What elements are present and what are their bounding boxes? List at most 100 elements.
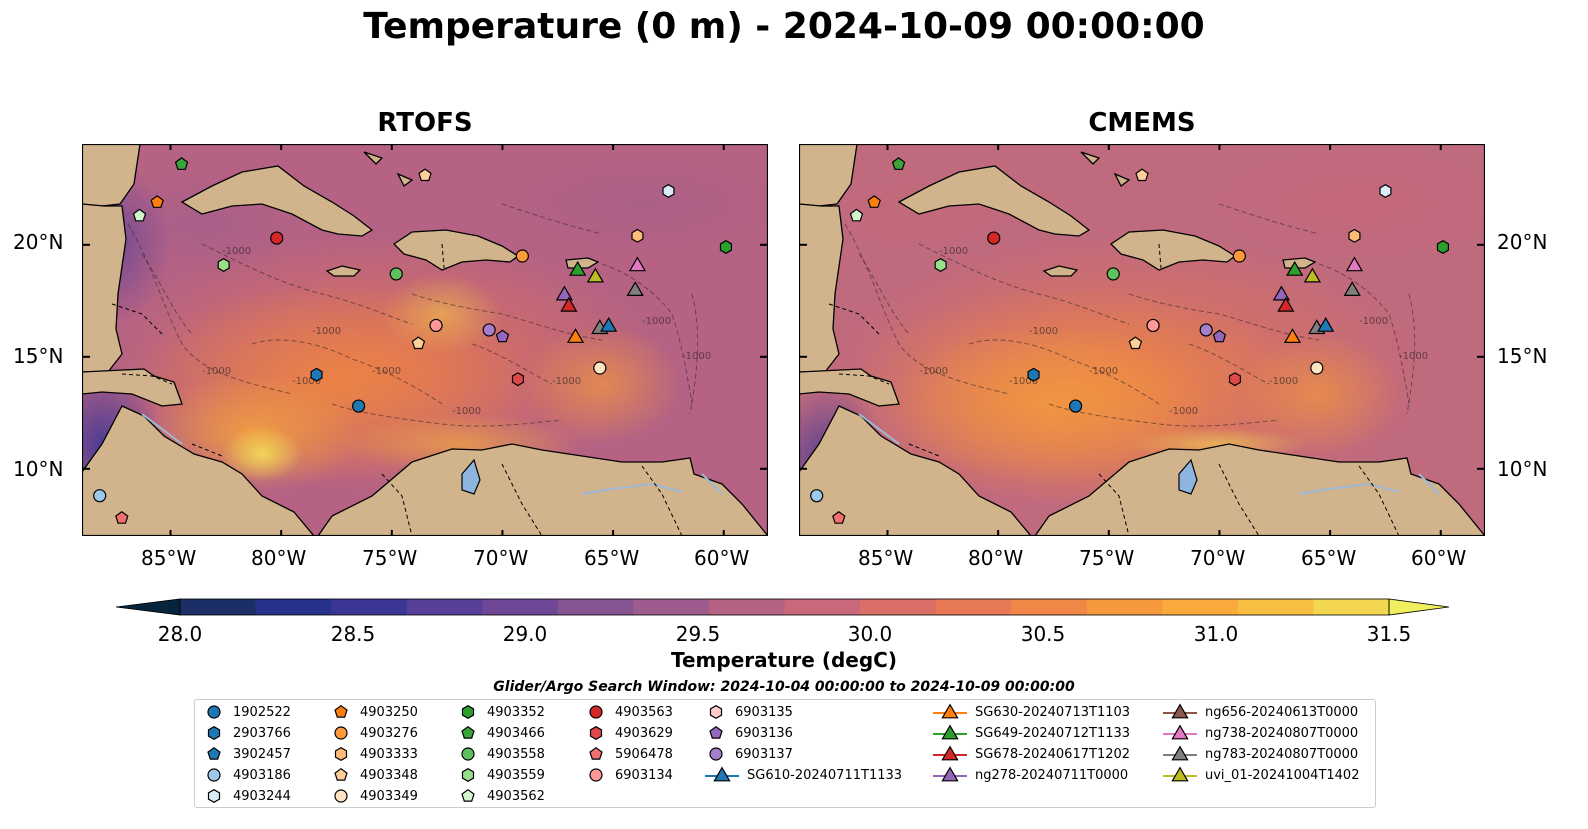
marker-4903352 — [1436, 240, 1450, 254]
land-mass — [392, 229, 520, 271]
legend-marker-triangle — [933, 724, 967, 740]
legend-item: 6903135 — [705, 702, 793, 722]
marker-1902522 — [352, 399, 366, 413]
legend-label: 4903562 — [487, 788, 545, 804]
legend-label: SG610-20240711T1133 — [747, 767, 903, 783]
legend-marker — [941, 745, 959, 761]
lon-tick-label: 85°W — [858, 546, 914, 570]
marker-4903348 — [418, 168, 432, 182]
marker-4903352 — [719, 240, 733, 254]
legend-item: 4903352 — [457, 702, 545, 722]
contour-label: -1000 — [682, 351, 711, 362]
colorbar-tick-label: 28.5 — [330, 622, 376, 646]
legend-marker-hexagon — [589, 726, 603, 740]
legend-item: SG630-20240713T1103 — [933, 702, 1130, 722]
legend-label: 4903352 — [487, 704, 545, 720]
marker-5906478 — [115, 511, 129, 524]
legend-item: 4903562 — [457, 786, 545, 806]
legend-marker-triangle — [1163, 766, 1197, 782]
bathymetry-contour — [968, 339, 1160, 405]
colorbar-segment — [331, 599, 408, 615]
legend-item: SG678-20240617T1202 — [933, 744, 1130, 764]
legend-label: 4903558 — [487, 746, 545, 762]
lat-tick-label: 10°N — [13, 457, 64, 481]
legend-item: ng278-20240711T0000 — [933, 765, 1128, 785]
bathymetry-contour — [1188, 343, 1270, 385]
legend-item: 6903136 — [705, 723, 793, 743]
temperature-field — [1239, 334, 1399, 454]
figure-title: Temperature (0 m) - 2024-10-09 00:00:00 — [363, 6, 1205, 47]
legend-label: 4903466 — [487, 725, 545, 741]
marker-6903134 — [429, 318, 443, 333]
country-border — [1098, 473, 1130, 537]
bathymetry-contour — [1218, 203, 1320, 235]
lat-tick-label: 20°N — [1497, 230, 1548, 254]
marker-4903562 — [132, 208, 147, 222]
land-mass — [1109, 229, 1237, 271]
legend-item: 4903333 — [330, 744, 418, 764]
legend-label: ng278-20240711T0000 — [975, 767, 1129, 783]
bathymetry-contour — [141, 253, 193, 335]
legend-label: 4903186 — [233, 767, 291, 783]
colorbar-segment — [406, 599, 483, 615]
bathymetry-contour — [331, 403, 563, 427]
legend-label: 4903559 — [487, 767, 545, 783]
legend-marker — [461, 725, 475, 739]
river — [1298, 482, 1400, 495]
colorbar-segment — [255, 599, 332, 615]
land-mass — [81, 203, 127, 373]
marker-uvi_01-20241004T1402 — [586, 267, 605, 283]
marker-4903558 — [1106, 267, 1120, 281]
legend-label: 6903137 — [735, 746, 793, 762]
legend-marker-triangle — [933, 745, 967, 761]
legend-marker — [1171, 724, 1189, 740]
country-border — [1358, 465, 1400, 537]
marker-4903629 — [511, 372, 524, 387]
country-border — [641, 465, 683, 537]
legend-item: uvi_01-20241004T1402 — [1163, 765, 1359, 785]
map-cmems-svg: -1000 -1000 -1000 -1000 -1000 -1000 -1000 -1000… — [749, 143, 1519, 564]
contour-label: -1000 — [642, 316, 671, 327]
land-mass — [363, 151, 384, 165]
contour-label: -1000 — [1089, 366, 1118, 377]
legend-label: SG649-20240712T1133 — [975, 725, 1131, 741]
map-rtofs-svg: -1000 -1000 -1000 -1000 -1000 -1000 -1000 -1000… — [32, 143, 782, 564]
bathymetry-contour — [471, 343, 553, 385]
marker-4903466 — [174, 157, 189, 170]
bathymetry-contour — [411, 293, 603, 341]
marker-4903466 — [891, 157, 906, 170]
marker-4903562 — [849, 208, 864, 222]
marker-4903563 — [270, 231, 284, 245]
land-mass — [1113, 172, 1131, 187]
colorbar-tick-label: 30.5 — [1020, 622, 1066, 646]
contour-label: -1000 — [372, 366, 401, 377]
legend-marker — [589, 768, 603, 782]
legend-marker — [207, 789, 221, 803]
legend-marker-pentagon — [461, 788, 475, 802]
marker-4903558 — [389, 267, 403, 281]
marker-SG678-20240617T1202 — [560, 296, 578, 312]
colorbar-extend-high — [1388, 598, 1450, 616]
legend-marker-circle — [589, 768, 603, 782]
land-mass — [1033, 443, 1487, 537]
contour-label: -1000 — [1269, 376, 1298, 387]
legend-item: 4903250 — [330, 702, 418, 722]
temperature-field — [502, 154, 782, 254]
marker-2903766 — [1027, 367, 1040, 382]
legend-marker-triangle — [705, 766, 739, 782]
legend-item: 1902522 — [203, 702, 291, 722]
land-mass — [316, 443, 770, 537]
legend-item: 4903629 — [585, 723, 673, 743]
legend-item: 5906478 — [585, 744, 673, 764]
legend-item: ng656-20240613T0000 — [1163, 702, 1358, 722]
lon-tick-label: 80°W — [251, 546, 307, 570]
legend-label: 4903348 — [360, 767, 418, 783]
country-border — [121, 373, 173, 385]
marker-6903137 — [482, 323, 496, 337]
land-mass — [1282, 257, 1317, 269]
marker-4903333 — [1348, 228, 1361, 243]
contour-label: -1000 — [202, 366, 231, 377]
legend-label: 5906478 — [615, 746, 673, 762]
legend-marker-circle — [207, 768, 221, 782]
legend-item: 4903186 — [203, 765, 291, 785]
